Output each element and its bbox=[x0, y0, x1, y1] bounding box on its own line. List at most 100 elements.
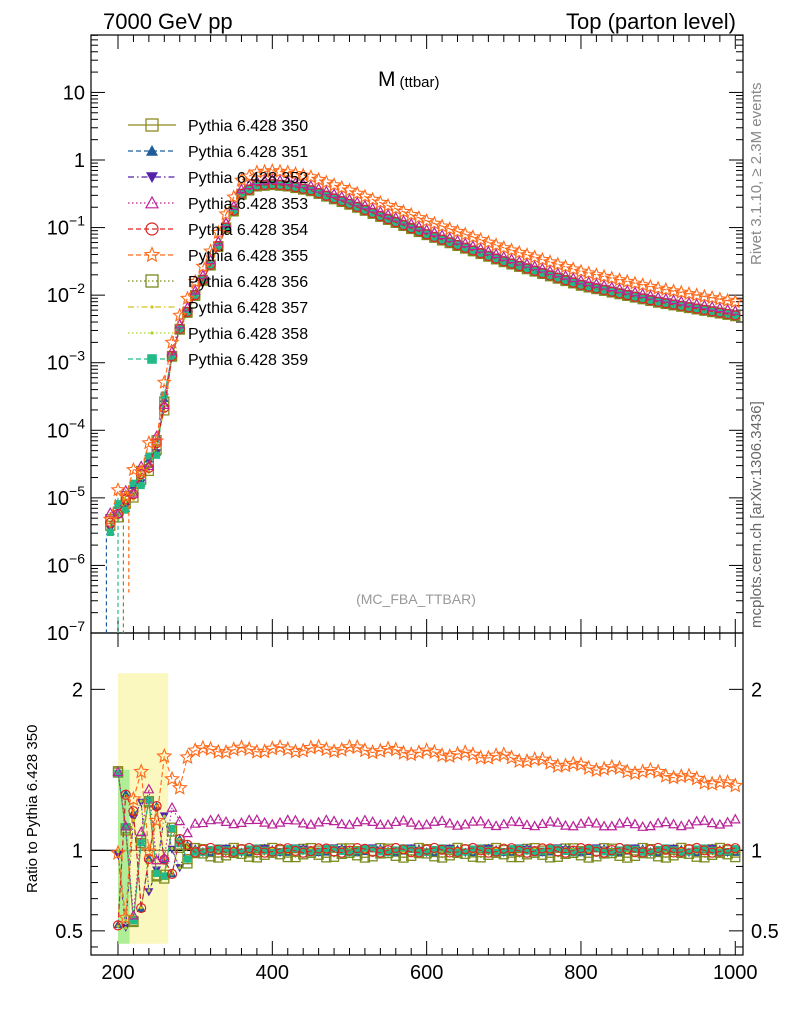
ratio-series-marker bbox=[503, 749, 520, 765]
ratio-series-marker bbox=[585, 844, 593, 852]
series-marker bbox=[187, 273, 203, 289]
ratio-series-marker bbox=[345, 849, 354, 857]
ratio-series-marker bbox=[120, 820, 132, 831]
ratio-series-marker bbox=[237, 848, 246, 856]
ratio-series-marker bbox=[235, 817, 247, 827]
series-3 bbox=[104, 173, 741, 519]
ratio-series-marker bbox=[729, 813, 741, 824]
series-marker bbox=[644, 289, 656, 300]
legend-label: Pythia 6.428 353 bbox=[188, 196, 308, 213]
ratio-y-tick-label-right: 0.5 bbox=[751, 921, 779, 943]
ratio-series-marker bbox=[344, 845, 355, 856]
legend-marker bbox=[146, 172, 158, 183]
ratio-series-marker bbox=[236, 844, 247, 855]
series-marker bbox=[521, 257, 533, 268]
ratio-series-marker bbox=[483, 847, 494, 858]
legend: Pythia 6.428 350 Pythia 6.428 351 Pythia 6… bbox=[128, 118, 308, 369]
ratio-series-marker bbox=[291, 844, 300, 852]
series-marker bbox=[127, 487, 139, 498]
series-marker bbox=[585, 283, 593, 291]
ratio-series-marker bbox=[654, 845, 662, 854]
series-marker bbox=[490, 248, 502, 259]
series-marker bbox=[560, 269, 572, 280]
ratio-series-line bbox=[117, 794, 736, 926]
ratio-series-marker bbox=[668, 818, 680, 829]
series-marker bbox=[654, 298, 662, 306]
ratio-series-marker bbox=[482, 818, 494, 829]
ratio-series-marker bbox=[166, 801, 178, 812]
series-marker bbox=[236, 188, 247, 199]
ratio-series-marker bbox=[653, 842, 664, 854]
ratio-series-marker bbox=[683, 818, 695, 829]
ratio-series-marker bbox=[220, 847, 232, 858]
ratio-series-marker bbox=[253, 844, 261, 852]
series-marker bbox=[380, 197, 396, 213]
ratio-series-marker bbox=[583, 815, 595, 826]
series-marker bbox=[156, 374, 172, 389]
ratio-series-marker bbox=[213, 852, 224, 863]
ratio-series-marker bbox=[136, 798, 146, 807]
ratio-series-marker bbox=[218, 743, 235, 760]
series-marker bbox=[141, 434, 157, 450]
ratio-series-marker bbox=[282, 814, 294, 825]
ratio-x-tick-label: 800 bbox=[564, 962, 597, 984]
ratio-y-tick-label-right: 1 bbox=[751, 840, 762, 862]
ratio-series-marker bbox=[148, 812, 165, 828]
ratio-series-marker bbox=[241, 740, 258, 757]
ratio-series-marker bbox=[460, 844, 471, 855]
series-marker bbox=[569, 279, 577, 287]
ratio-series-marker bbox=[197, 844, 208, 855]
series-marker bbox=[698, 299, 710, 310]
series-line bbox=[110, 178, 736, 515]
main-y-tick-label: 10−2 bbox=[47, 280, 85, 307]
ratio-series-marker bbox=[515, 844, 523, 852]
ratio-series-marker bbox=[128, 814, 138, 823]
ratio-series-marker bbox=[183, 855, 192, 863]
ratio-series-marker bbox=[164, 770, 181, 786]
ratio-series-marker bbox=[359, 814, 371, 825]
series-marker bbox=[484, 252, 492, 260]
ratio-series-marker bbox=[272, 738, 289, 755]
ratio-series-marker bbox=[699, 852, 710, 863]
ratio-series-marker bbox=[336, 818, 348, 829]
ratio-series-marker bbox=[140, 842, 157, 859]
ratio-series-marker bbox=[205, 842, 216, 854]
ratio-series-marker bbox=[194, 739, 211, 755]
main-y-tick-label: 10−1 bbox=[47, 213, 85, 240]
series-marker bbox=[114, 500, 122, 508]
ratio-series-marker bbox=[151, 801, 162, 812]
ratio-series-marker bbox=[390, 842, 401, 854]
ratio-series-marker bbox=[475, 852, 486, 863]
series-marker bbox=[428, 226, 440, 237]
ratio-series-marker bbox=[297, 817, 309, 828]
ratio-uncertainty-band-green bbox=[118, 769, 130, 944]
series-marker bbox=[311, 171, 327, 187]
ratio-series-marker bbox=[629, 847, 641, 858]
series-marker bbox=[668, 294, 680, 305]
ratio-series-marker bbox=[382, 845, 394, 856]
series-marker bbox=[205, 254, 217, 265]
ratio-series-marker bbox=[685, 848, 693, 856]
legend-label: Pythia 6.428 359 bbox=[188, 352, 308, 369]
legend-marker bbox=[150, 331, 154, 335]
ratio-series-marker bbox=[197, 817, 209, 828]
series-marker bbox=[343, 193, 356, 204]
series-marker bbox=[498, 250, 510, 261]
series-marker bbox=[129, 479, 138, 487]
series-marker bbox=[203, 243, 219, 258]
series-marker bbox=[704, 289, 720, 305]
main-series-layer bbox=[102, 162, 743, 633]
series-marker bbox=[419, 212, 435, 228]
legend-label: Pythia 6.428 358 bbox=[188, 326, 308, 343]
ratio-series-marker bbox=[182, 839, 193, 850]
ratio-series-marker bbox=[441, 747, 458, 764]
ratio-x-tick-label: 1000 bbox=[713, 962, 758, 984]
ratio-series-marker bbox=[688, 770, 705, 786]
series-marker bbox=[266, 173, 278, 184]
ratio-series-2 bbox=[113, 798, 740, 932]
ratio-series-marker bbox=[143, 783, 155, 794]
series-marker bbox=[536, 262, 548, 273]
ratio-series-marker bbox=[561, 847, 570, 855]
main-y-tick-label: 10−3 bbox=[47, 348, 85, 375]
ratio-series-marker bbox=[446, 846, 454, 854]
